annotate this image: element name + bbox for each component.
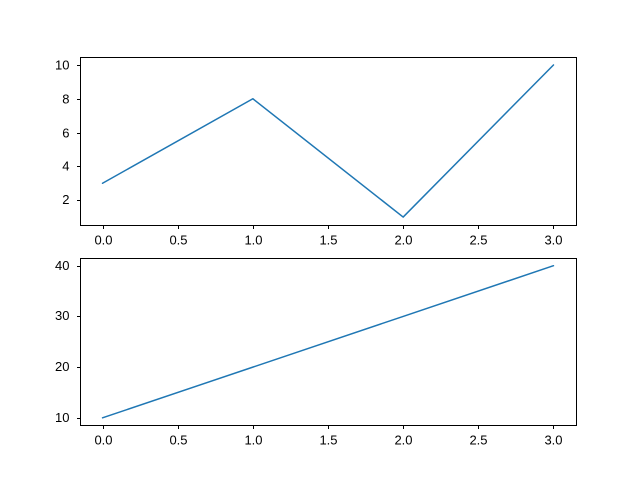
svg-text:2: 2	[62, 192, 69, 207]
svg-text:0.0: 0.0	[94, 233, 112, 248]
svg-text:10: 10	[55, 410, 69, 425]
svg-text:2.5: 2.5	[469, 233, 487, 248]
svg-text:1.0: 1.0	[244, 433, 262, 448]
svg-text:1.0: 1.0	[244, 233, 262, 248]
svg-text:1.5: 1.5	[319, 233, 337, 248]
svg-text:2.0: 2.0	[394, 233, 412, 248]
svg-text:0.5: 0.5	[169, 433, 187, 448]
svg-text:2.0: 2.0	[394, 433, 412, 448]
svg-text:0.5: 0.5	[169, 233, 187, 248]
svg-text:1.5: 1.5	[319, 433, 337, 448]
svg-text:2.5: 2.5	[469, 433, 487, 448]
svg-text:3.0: 3.0	[544, 433, 562, 448]
svg-text:0.0: 0.0	[94, 433, 112, 448]
svg-text:20: 20	[55, 359, 69, 374]
svg-text:4: 4	[62, 158, 69, 173]
svg-text:8: 8	[62, 91, 69, 106]
svg-text:30: 30	[55, 308, 69, 323]
svg-text:10: 10	[55, 57, 69, 72]
svg-text:6: 6	[62, 125, 69, 140]
svg-text:40: 40	[55, 258, 69, 273]
svg-text:3.0: 3.0	[544, 233, 562, 248]
